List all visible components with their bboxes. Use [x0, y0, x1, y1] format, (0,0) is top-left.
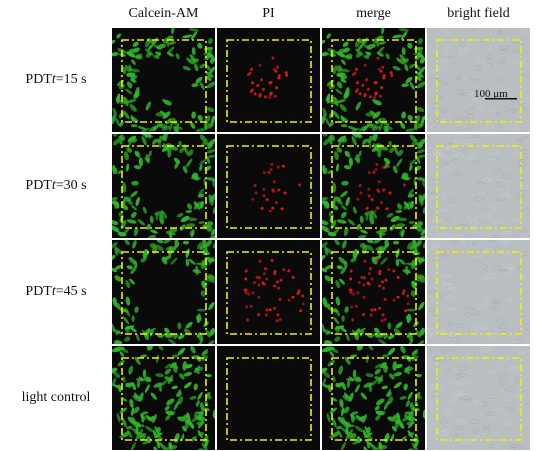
roi-box [121, 145, 207, 229]
column-header-pi: PI [262, 6, 275, 21]
micrograph-bright [427, 346, 530, 450]
column-header-merge: merge [356, 6, 391, 21]
row-label-pdt-45s: PDT t =45 s [0, 240, 112, 344]
panel-calcein-t45 [112, 240, 215, 344]
scale-bar-label: 100 μm [474, 88, 508, 100]
panel-calcein-t15 [112, 28, 215, 132]
panel-pi-t45 [217, 240, 320, 344]
micrograph-calcein [112, 346, 215, 450]
row-label-variable: t [51, 72, 56, 87]
column-header-calcein: Calcein-AM [128, 6, 199, 21]
micrograph-bright [427, 28, 530, 132]
roi-box [331, 39, 417, 123]
roi-box [226, 251, 312, 335]
panel-bright-t45 [427, 240, 530, 344]
roi-box [331, 251, 417, 335]
row-label-suffix: =45 s [55, 284, 87, 299]
panel-calcein-t30 [112, 134, 215, 238]
micrograph-pi [217, 134, 320, 238]
row-label-pdt-15s: PDT t =15 s [0, 28, 112, 132]
panel-pi-control [217, 346, 320, 450]
row-label-prefix: PDT [25, 284, 52, 299]
panel-merge-t15 [322, 28, 425, 132]
roi-box [436, 357, 522, 441]
micrograph-pi [217, 346, 320, 450]
panel-pi-t30 [217, 134, 320, 238]
micrograph-bright [427, 134, 530, 238]
row-label-suffix: =30 s [55, 178, 87, 193]
panel-pi-t15 [217, 28, 320, 132]
micrograph-bright [427, 240, 530, 344]
roi-box [226, 357, 312, 441]
row-label-variable: t [51, 284, 56, 299]
roi-box [121, 357, 207, 441]
row-label-suffix: =15 s [55, 72, 87, 87]
roi-box [436, 39, 522, 123]
panel-merge-control [322, 346, 425, 450]
micrograph-calcein [112, 134, 215, 238]
row-label-light-control: light control [0, 346, 112, 450]
panel-calcein-control [112, 346, 215, 450]
roi-box [226, 39, 312, 123]
roi-box [331, 145, 417, 229]
row-label-prefix: PDT [25, 72, 52, 87]
roi-box [436, 145, 522, 229]
micrograph-merge [322, 240, 425, 344]
panel-merge-t30 [322, 134, 425, 238]
roi-box [436, 251, 522, 335]
roi-box [121, 39, 207, 123]
micrograph-merge [322, 28, 425, 132]
row-label-variable: t [51, 178, 56, 193]
micrograph-merge [322, 134, 425, 238]
roi-box [331, 357, 417, 441]
panel-bright-t30 [427, 134, 530, 238]
micrograph-pi [217, 240, 320, 344]
row-label-prefix: light control [21, 390, 91, 405]
panel-merge-t45 [322, 240, 425, 344]
micrograph-calcein [112, 240, 215, 344]
column-header-bright-field: bright field [447, 6, 510, 21]
panel-bright-t15 [427, 28, 530, 132]
scale-bar [485, 98, 517, 100]
micrograph-calcein [112, 28, 215, 132]
row-label-pdt-30s: PDT t =30 s [0, 134, 112, 238]
panel-bright-control [427, 346, 530, 450]
roi-box [121, 251, 207, 335]
micrograph-pi [217, 28, 320, 132]
roi-box [226, 145, 312, 229]
micrograph-merge [322, 346, 425, 450]
row-label-prefix: PDT [25, 178, 52, 193]
